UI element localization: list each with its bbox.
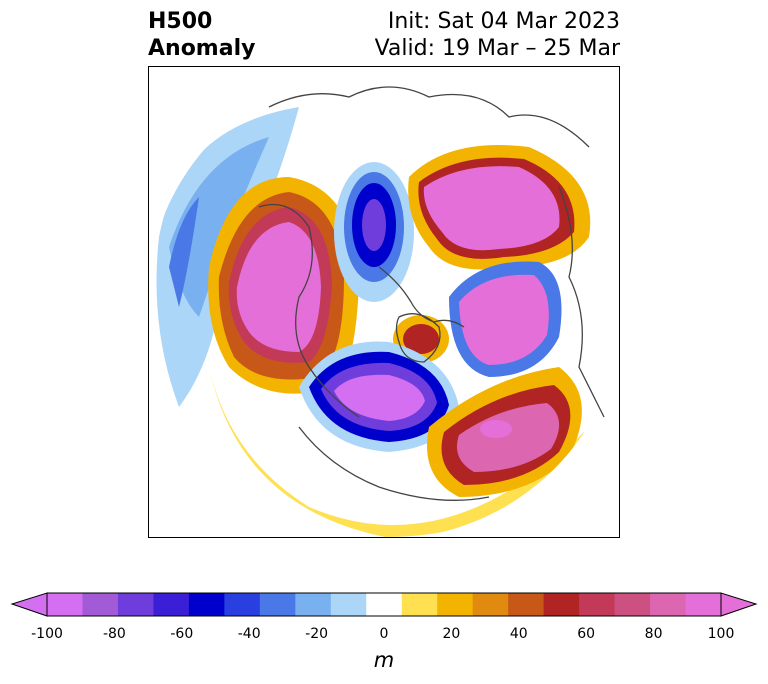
colorbar-tick-label: 80 <box>644 626 663 642</box>
colorbar-cell <box>650 593 687 616</box>
colorbar-cell <box>259 593 296 616</box>
colorbar-tick-label: -60 <box>170 626 194 642</box>
coastlines <box>258 86 605 501</box>
colorbar-outline <box>46 592 722 617</box>
contour-north-pacific-core <box>169 197 199 307</box>
contour-north-pacific-negative <box>169 137 269 317</box>
colorbar-cell <box>543 593 580 616</box>
contour-canada-negative-core <box>334 374 425 421</box>
colorbar-cell <box>401 593 438 616</box>
forecast-dates: Init: Sat 04 Mar 2023 Valid: 19 Mar – 25… <box>375 8 620 62</box>
contour-alaska-positive-core <box>236 222 321 352</box>
colorbar-tick-label: -20 <box>305 626 329 642</box>
colorbar-cell <box>437 593 474 616</box>
coastline-greenland <box>395 313 441 363</box>
colorbar-cell <box>224 593 261 616</box>
contour-siberian-negative-core <box>362 199 386 251</box>
colorbar-units: m <box>373 648 395 672</box>
colorbar-cell <box>188 593 225 616</box>
colorbar-tick-label: -40 <box>237 626 261 642</box>
contour-russia-positive-core <box>423 166 560 251</box>
colorbar-cell <box>153 593 190 616</box>
colorbar <box>10 592 758 617</box>
colorbar-cell <box>508 593 545 616</box>
colorbar-tick-label: 0 <box>379 626 389 642</box>
colorbar-cell <box>47 593 83 616</box>
colorbar-cell <box>579 593 616 616</box>
anomaly-map <box>148 66 620 538</box>
colorbar-cell <box>295 593 332 616</box>
anomaly-contours <box>156 107 591 537</box>
colorbar-cell <box>685 593 722 616</box>
contour-atlantic-positive-inner <box>456 403 560 472</box>
init-date: Init: Sat 04 Mar 2023 <box>387 9 620 34</box>
valid-range: Valid: 19 Mar – 25 Mar <box>374 36 620 61</box>
coastline-alaska <box>258 203 360 418</box>
colorbar-tick-label: 60 <box>577 626 596 642</box>
colorbar-cell <box>117 593 154 616</box>
anomaly-map-svg <box>156 86 605 537</box>
colorbar-cell <box>366 593 403 616</box>
title-variable: H500 <box>148 9 213 34</box>
contour-greenland-positive-core <box>403 324 439 354</box>
colorbar-extend-low <box>10 592 48 617</box>
contour-atlantic-positive-core <box>480 420 512 438</box>
colorbar-cell <box>472 593 509 616</box>
coastline-europe <box>558 186 605 418</box>
colorbar-cell <box>614 593 651 616</box>
map-title: H500 Anomaly <box>148 8 255 62</box>
colorbar-cells <box>47 593 722 616</box>
colorbar-tick-label: 20 <box>442 626 461 642</box>
colorbar-tick-label: -100 <box>31 626 63 642</box>
colorbar-tick-label: 100 <box>707 626 735 642</box>
title-field: Anomaly <box>148 36 256 61</box>
contour-barents-positive-core <box>459 274 549 365</box>
colorbar-tick-label: -80 <box>102 626 126 642</box>
colorbar-extend-high <box>720 592 758 617</box>
colorbar-cell <box>330 593 367 616</box>
coastline-north-america <box>298 426 490 501</box>
colorbar-cell <box>82 593 119 616</box>
colorbar-tick-label: 40 <box>509 626 528 642</box>
coastline-north <box>268 86 590 148</box>
